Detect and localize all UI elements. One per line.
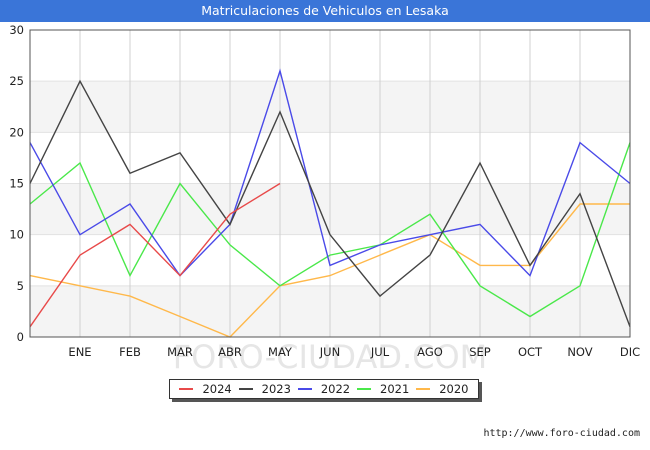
- x-tick-label: ABR: [218, 345, 242, 359]
- source-url[interactable]: http://www.foro-ciudad.com: [483, 428, 640, 439]
- legend-swatch: [357, 388, 372, 390]
- x-tick-label: JUN: [319, 345, 340, 359]
- y-tick-label: 5: [17, 279, 24, 293]
- legend-item-2024: 2024: [179, 382, 232, 396]
- y-tick-label: 20: [9, 125, 24, 139]
- watermark-text: FORO-CIUDAD.COM: [173, 338, 488, 376]
- x-tick-label: DIC: [620, 345, 640, 359]
- series-line-2023: [29, 79, 631, 328]
- legend-item-2022: 2022: [297, 382, 351, 396]
- legend-label: 2020: [439, 382, 469, 396]
- legend-swatch: [297, 388, 312, 390]
- x-tick-label: AGO: [417, 345, 443, 359]
- x-tick-label: OCT: [518, 345, 543, 359]
- series-line-2021: [29, 142, 631, 318]
- x-tick-label: ENE: [68, 345, 91, 359]
- legend-label: 2024: [202, 382, 232, 396]
- legend-swatch: [238, 388, 253, 390]
- y-tick-label: 30: [9, 23, 24, 37]
- y-tick-label: 10: [9, 228, 24, 242]
- y-tick-label: 15: [9, 177, 24, 191]
- y-tick-label: 25: [9, 74, 24, 88]
- legend-item-2021: 2021: [357, 382, 409, 396]
- series-line-2024: [29, 182, 281, 328]
- chart-title: Matriculaciones de Vehiculos en Lesaka: [0, 0, 650, 22]
- legend-label: 2021: [380, 382, 410, 396]
- legend-item-2020: 2020: [416, 382, 468, 396]
- legend-swatch: [179, 388, 194, 390]
- x-tick-label: MAR: [167, 345, 193, 359]
- y-tick-label: 0: [17, 330, 24, 344]
- x-axis-ticks: ENE FEB MAR ABR MAY JUN JUL AGO SEP OCT NOV DIC: [68, 345, 640, 359]
- legend-label: 2023: [261, 382, 291, 396]
- legend-item-2023: 2023: [238, 382, 291, 396]
- x-tick-label: MAY: [268, 345, 293, 359]
- x-tick-label: NOV: [567, 345, 592, 359]
- legend-label: 2022: [320, 382, 351, 396]
- series-lines: [29, 68, 631, 338]
- x-tick-label: JUL: [370, 345, 390, 359]
- legend-swatch: [416, 388, 431, 390]
- legend: 2024 2023 2022 2021 2020: [169, 379, 479, 399]
- x-tick-label: SEP: [469, 345, 491, 359]
- series-line-2022: [29, 68, 631, 277]
- plot-frame: [29, 29, 631, 338]
- y-axis-ticks: 0 5 10 15 20 25 30: [9, 23, 24, 344]
- x-tick-label: FEB: [119, 345, 141, 359]
